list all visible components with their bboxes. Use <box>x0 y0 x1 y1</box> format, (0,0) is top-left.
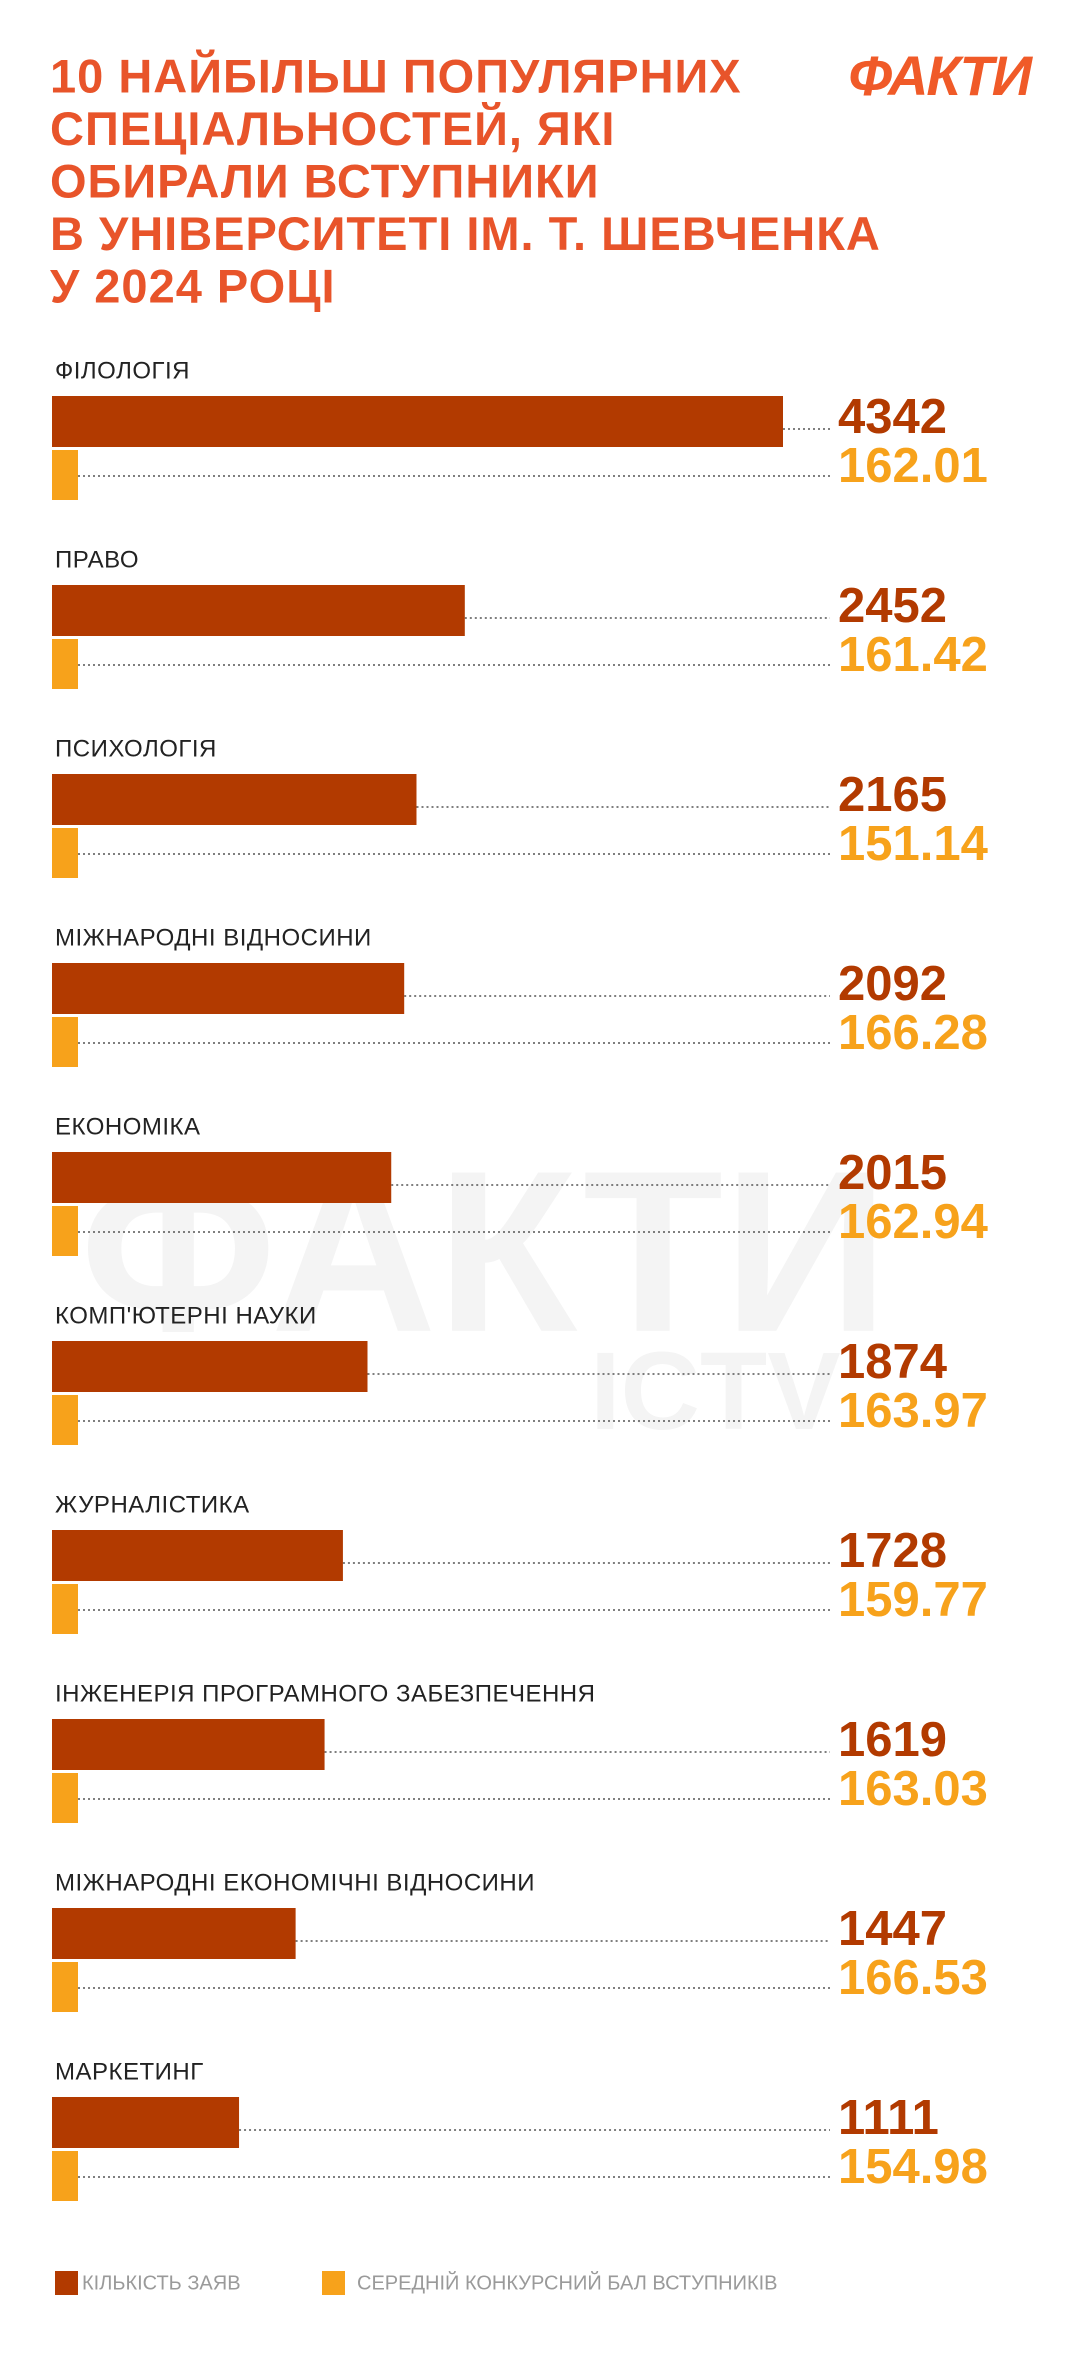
score-marker <box>52 1962 78 2012</box>
value-label: 1447 <box>838 1902 947 1956</box>
bar <box>52 585 465 636</box>
value-label: 1728 <box>838 1524 947 1578</box>
score-marker <box>52 2151 78 2201</box>
legend: КІЛЬКІСТЬ ЗАЯВ СЕРЕДНІЙ КОНКУРСНИЙ БАЛ ВС… <box>55 2270 778 2295</box>
bar <box>52 396 783 447</box>
value-label: 161.42 <box>838 628 988 682</box>
value-label: 2452 <box>838 579 947 633</box>
score-marker <box>52 1017 78 1067</box>
score-marker <box>52 1773 78 1823</box>
score-marker <box>52 1206 78 1256</box>
bar <box>52 1341 368 1392</box>
value-label: 1619 <box>838 1713 947 1767</box>
bar <box>52 1530 343 1581</box>
value-label: 2015 <box>838 1146 947 1200</box>
value-label: 162.94 <box>838 1195 988 1249</box>
bar <box>52 2097 240 2148</box>
bar <box>52 963 405 1014</box>
category-label: ПСИХОЛОГІЯ <box>55 735 217 762</box>
score-marker <box>52 1584 78 1634</box>
title-line: 10 НАЙБІЛЬШ ПОПУЛЯРНИХ <box>50 49 742 102</box>
score-marker <box>52 828 78 878</box>
score-marker <box>52 450 78 500</box>
category-label: МІЖНАРОДНІ ВІДНОСИНИ <box>55 924 372 951</box>
category-label: МАРКЕТИНГ <box>55 2058 204 2085</box>
score-marker <box>52 1395 78 1445</box>
value-label: 154.98 <box>838 2140 988 2194</box>
title-line: СПЕЦІАЛЬНОСТЕЙ, ЯКІ <box>50 102 616 155</box>
value-label: 159.77 <box>838 1573 988 1627</box>
legend-swatch <box>55 2271 78 2295</box>
category-label: ФІЛОЛОГІЯ <box>55 357 190 384</box>
value-label: 151.14 <box>838 817 988 871</box>
title-line: В УНІВЕРСИТЕТІ ІМ. Т. ШЕВЧЕНКА <box>50 207 881 260</box>
category-label: МІЖНАРОДНІ ЕКОНОМІЧНІ ВІДНОСИНИ <box>55 1869 535 1896</box>
value-label: 166.28 <box>838 1006 988 1060</box>
value-label: 163.03 <box>838 1762 988 1816</box>
value-label: 163.97 <box>838 1384 988 1438</box>
legend-label: КІЛЬКІСТЬ ЗАЯВ <box>82 2272 241 2294</box>
category-label: ЕКОНОМІКА <box>55 1113 201 1140</box>
watermark-text: ICTV <box>590 1330 841 1453</box>
bar <box>52 774 417 825</box>
legend-label: СЕРЕДНІЙ КОНКУРСНИЙ БАЛ ВСТУПНИКІВ <box>357 2270 778 2294</box>
category-label: ПРАВО <box>55 546 139 573</box>
category-label: ІНЖЕНЕРІЯ ПРОГРАМНОГО ЗАБЕЗПЕЧЕННЯ <box>55 1680 595 1707</box>
value-label: 1874 <box>838 1335 947 1389</box>
bar <box>52 1908 296 1959</box>
value-label: 2092 <box>838 957 947 1011</box>
bar <box>52 1719 325 1770</box>
bar <box>52 1152 392 1203</box>
title-line: ОБИРАЛИ ВСТУПНИКИ <box>50 154 600 207</box>
category-label: КОМП'ЮТЕРНІ НАУКИ <box>55 1302 317 1329</box>
title-line: У 2024 РОЦІ <box>50 259 336 312</box>
value-label: 4342 <box>838 390 947 444</box>
legend-swatch <box>322 2271 345 2295</box>
category-label: ЖУРНАЛІСТИКА <box>55 1491 250 1518</box>
logo: ФАКТИ <box>848 44 1033 107</box>
score-marker <box>52 639 78 689</box>
value-label: 2165 <box>838 768 947 822</box>
value-label: 166.53 <box>838 1951 988 2005</box>
value-label: 1111 <box>838 2091 939 2145</box>
value-label: 162.01 <box>838 439 988 493</box>
